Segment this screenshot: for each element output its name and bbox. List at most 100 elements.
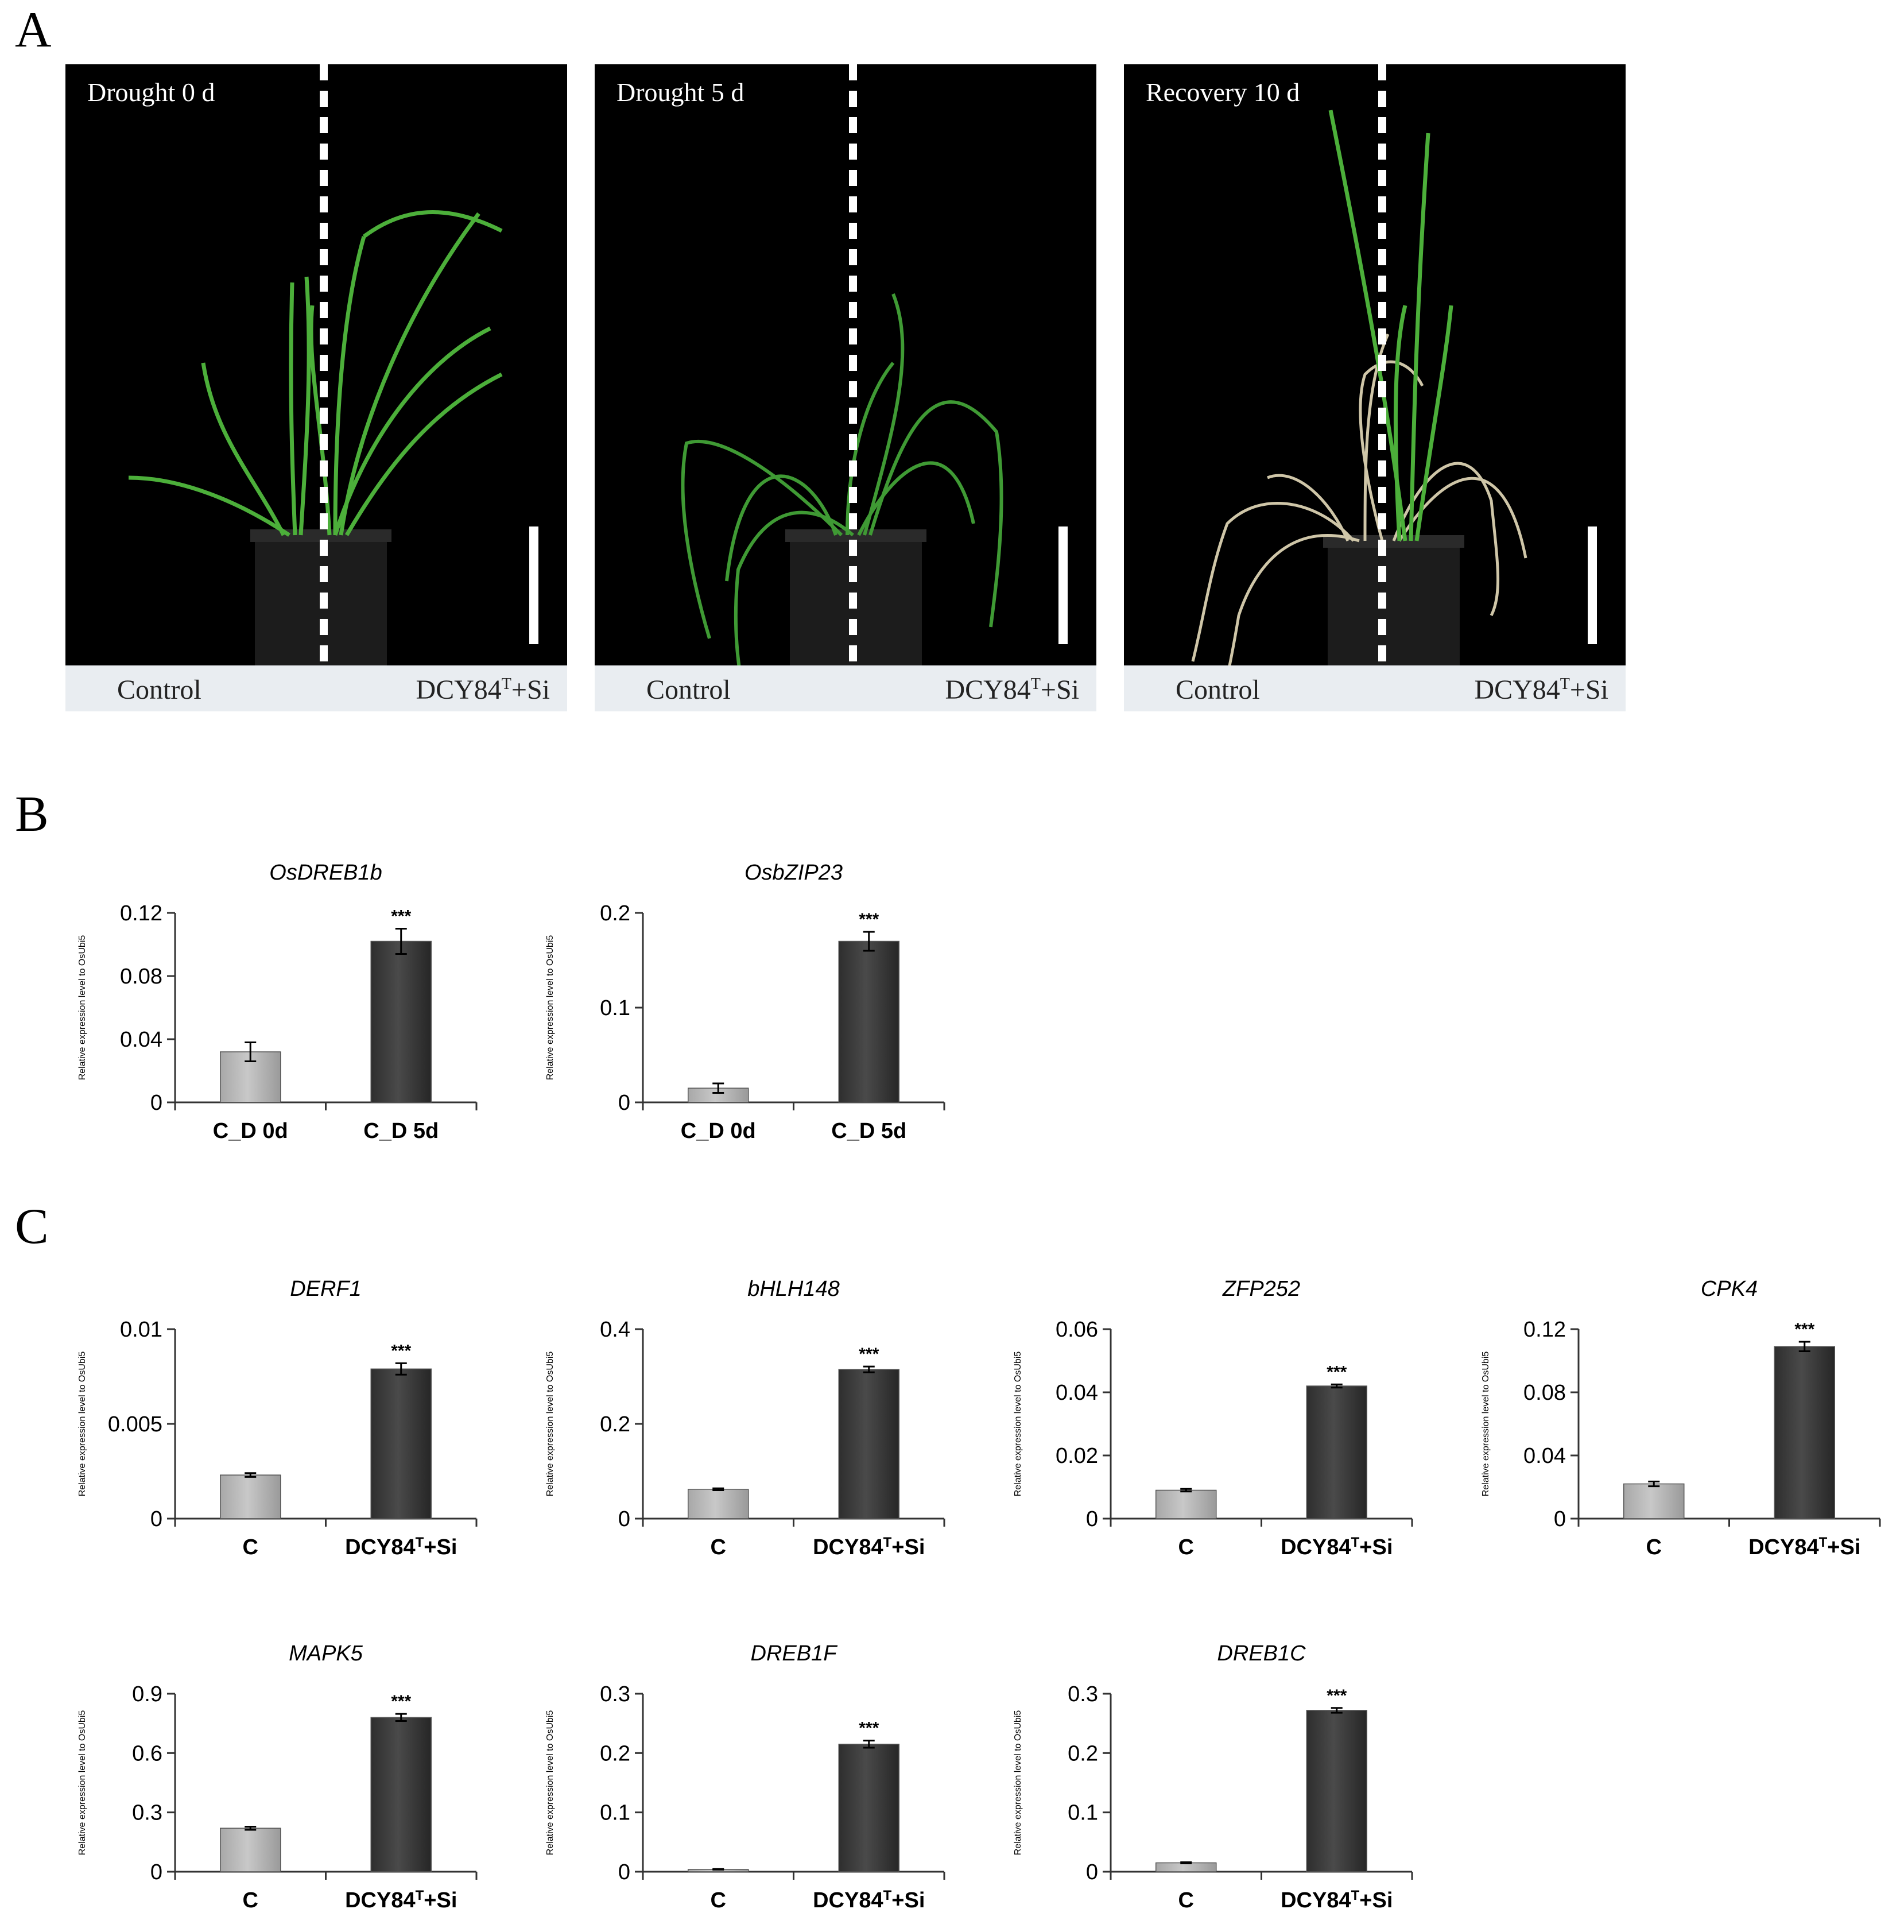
y-tick-label: 0.4	[600, 1318, 630, 1342]
photo-recovery-10d: Recovery 10 d Control DCY84T+Si	[1124, 64, 1626, 711]
x-tick-label: C_D 5d	[363, 1119, 439, 1143]
x-tick-label: DCY84T+Si	[345, 1888, 457, 1913]
significance-label: ***	[391, 1341, 411, 1360]
y-axis-label: Relative expression level to OsUbi5	[545, 1352, 555, 1497]
significance-label: ***	[859, 1719, 879, 1738]
y-axis-label: Relative expression level to OsUbi5	[1481, 1352, 1491, 1497]
x-tick-label: DCY84T+Si	[1748, 1535, 1860, 1560]
panel-label-a: A	[15, 2, 52, 58]
y-tick-label: 0	[618, 1091, 630, 1115]
significance-label: ***	[1794, 1320, 1814, 1339]
bar	[838, 1369, 899, 1519]
chart-title: CPK4	[1701, 1277, 1758, 1301]
bar	[1155, 1489, 1217, 1519]
ground-strip	[65, 665, 567, 711]
x-tick-label: DCY84T+Si	[813, 1888, 925, 1913]
plant-illustration	[1191, 64, 1597, 711]
photo-drought-0d: Drought 0 d Control DCY84T+Si	[65, 64, 567, 711]
significance-label: ***	[859, 910, 879, 929]
y-tick-label: 0.08	[120, 965, 162, 989]
ground-strip	[595, 665, 1096, 711]
chart-title: MAPK5	[289, 1641, 363, 1666]
y-tick-label: 0	[618, 1507, 630, 1531]
chart-cpk4: CPK4 Relative expression level to OsUbi5 0…	[1467, 1266, 1904, 1579]
y-tick-label: 0.2	[600, 901, 630, 926]
y-tick-label: 0.1	[1068, 1801, 1098, 1825]
y-axis-label: Relative expression level to OsUbi5	[1013, 1710, 1023, 1856]
chart-osbzip23: OsbZIP23 Relative expression level to OsU…	[531, 850, 973, 1163]
y-tick-label: 0	[150, 1860, 162, 1884]
y-axis-label: Relative expression level to OsUbi5	[545, 1710, 555, 1856]
bar	[1306, 1710, 1367, 1872]
significance-label: ***	[391, 1692, 411, 1711]
condition-label: Drought 5 d	[616, 78, 744, 107]
y-tick-label: 0	[618, 1860, 630, 1884]
chart-zfp252: ZFP252 Relative expression level to OsUbi…	[999, 1266, 1441, 1579]
bar	[688, 1489, 749, 1519]
y-tick-label: 0.005	[108, 1412, 162, 1437]
x-tick-label: C_D 5d	[831, 1119, 906, 1143]
x-tick-label: DCY84T+Si	[813, 1535, 925, 1560]
y-tick-label: 0.06	[1056, 1318, 1098, 1342]
y-tick-label: 0.04	[120, 1028, 162, 1052]
chart-title: DREB1C	[1217, 1641, 1306, 1666]
treatment-label: DCY84T+Si	[1474, 675, 1608, 705]
control-label: Control	[1176, 675, 1260, 705]
chart-derf1: DERF1 Relative expression level to OsUbi5…	[63, 1266, 505, 1579]
chart-dreb1f: DREB1F Relative expression level to OsUbi…	[531, 1631, 973, 1932]
control-label: Control	[646, 675, 731, 705]
y-tick-label: 0.12	[1523, 1318, 1566, 1342]
plant-illustration	[681, 64, 1068, 711]
y-tick-label: 0.04	[1056, 1381, 1098, 1405]
y-tick-label: 0.2	[600, 1741, 630, 1765]
x-tick-label: C_D 0d	[213, 1119, 288, 1143]
y-tick-label: 0.12	[120, 901, 162, 926]
chart-title: bHLH148	[747, 1277, 840, 1301]
chart-title: OsbZIP23	[744, 861, 843, 885]
y-tick-label: 0.9	[132, 1682, 162, 1706]
x-tick-label: DCY84T+Si	[1281, 1888, 1393, 1913]
y-tick-label: 0.6	[132, 1741, 162, 1765]
bar	[1306, 1385, 1367, 1519]
treatment-label: DCY84T+Si	[416, 675, 550, 705]
x-tick-label: C	[243, 1535, 258, 1559]
y-tick-label: 0.1	[600, 1801, 630, 1825]
y-tick-label: 0.08	[1523, 1381, 1566, 1405]
x-tick-label: C_D 0d	[681, 1119, 756, 1143]
significance-label: ***	[391, 907, 411, 926]
y-tick-label: 0.3	[1068, 1682, 1098, 1706]
bar	[370, 1717, 432, 1872]
condition-label: Drought 0 d	[87, 78, 215, 107]
y-tick-label: 0.3	[132, 1801, 162, 1825]
y-tick-label: 0.3	[600, 1682, 630, 1706]
y-tick-label: 0.2	[600, 1412, 630, 1437]
y-tick-label: 0	[1554, 1507, 1566, 1531]
photo-drought-5d: Drought 5 d Control DCY84T+Si	[595, 64, 1096, 711]
y-tick-label: 0	[150, 1507, 162, 1531]
chart-osdreb1b: OsDREB1b Relative expression level to OsU…	[63, 850, 505, 1163]
y-tick-label: 0.01	[120, 1318, 162, 1342]
chart-bhlh148: bHLH148 Relative expression level to OsUb…	[531, 1266, 973, 1579]
significance-label: ***	[1327, 1362, 1347, 1381]
x-tick-label: C	[1178, 1888, 1194, 1912]
y-axis-label: Relative expression level to OsUbi5	[77, 1710, 87, 1856]
x-tick-label: DCY84T+Si	[1281, 1535, 1393, 1560]
y-tick-label: 0.1	[600, 996, 630, 1020]
bar	[838, 1744, 899, 1872]
y-tick-label: 0.04	[1523, 1444, 1566, 1468]
y-axis-label: Relative expression level to OsUbi5	[77, 935, 87, 1081]
panel-label-b: B	[15, 787, 49, 842]
y-tick-label: 0.2	[1068, 1741, 1098, 1765]
control-label: Control	[117, 675, 201, 705]
chart-title: ZFP252	[1222, 1277, 1300, 1301]
chart-title: DREB1F	[751, 1641, 838, 1666]
bar	[838, 940, 899, 1103]
chart-title: DERF1	[290, 1277, 362, 1301]
chart-dreb1c: DREB1C Relative expression level to OsUbi…	[999, 1631, 1441, 1932]
y-tick-label: 0	[150, 1091, 162, 1115]
condition-label: Recovery 10 d	[1146, 78, 1300, 107]
x-tick-label: C	[711, 1888, 726, 1912]
treatment-label: DCY84T+Si	[945, 675, 1079, 705]
bar	[1774, 1346, 1835, 1519]
ground-strip	[1124, 665, 1626, 711]
